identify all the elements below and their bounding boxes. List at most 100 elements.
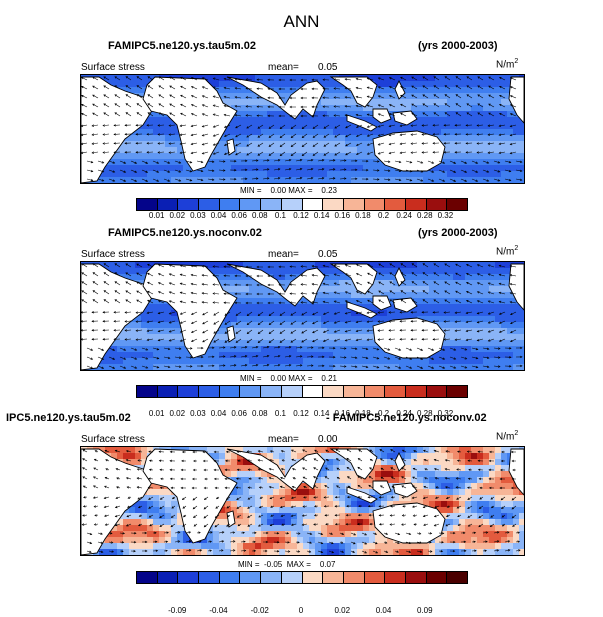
panel3-units: N/m2 [496,430,518,442]
colorbar-swatch [261,572,282,583]
colorbar-tick-label: 0.1 [275,211,286,220]
panel3-colorbar [136,571,468,584]
colorbar-swatch [385,199,406,210]
colorbar-swatch [323,386,344,397]
colorbar-swatch [344,386,365,397]
colorbar-tick-label: 0.24 [396,211,412,220]
colorbar-swatch [282,386,303,397]
colorbar-tick-label: -0.04 [209,606,227,615]
colorbar-tick-label: 0.02 [169,409,185,418]
colorbar-swatch [406,386,427,397]
panel1-map-svg [81,75,524,183]
panel2-case-title: FAMIPC5.ne120.ys.noconv.02 [108,227,262,239]
colorbar-tick-label: -0.09 [168,606,186,615]
panel1-mean-label: mean= [268,62,299,73]
colorbar-swatch [158,199,179,210]
colorbar-swatch [220,386,241,397]
colorbar-tick-label: 0.04 [211,409,227,418]
panel2-years: (yrs 2000-2003) [418,227,498,239]
colorbar-swatch [137,572,158,583]
panel3-map-svg [81,447,524,555]
colorbar-swatch [137,199,158,210]
panel3-case-title-left: IPC5.ne120.ys.tau5m.02 [6,412,131,424]
colorbar-swatch [178,199,199,210]
panel3-minmax: MIN = -0.05 MAX = 0.07 [238,560,335,569]
colorbar-swatch [199,386,220,397]
colorbar-tick-label: 0.2 [378,211,389,220]
colorbar-swatch [385,386,406,397]
colorbar-tick-label: 0.02 [169,211,185,220]
colorbar-swatch [323,572,344,583]
colorbar-swatch [178,386,199,397]
panel3-variable: Surface stress [81,434,145,445]
colorbar-swatch [447,199,467,210]
colorbar-tick-label: 0.14 [314,211,330,220]
colorbar-tick-label: 0.03 [190,211,206,220]
panel2-mean-value: 0.05 [318,249,337,260]
colorbar-tick-label: 0.09 [417,606,433,615]
colorbar-tick-label: 0.06 [231,409,247,418]
colorbar-swatch [199,199,220,210]
colorbar-tick-label: 0.04 [211,211,227,220]
colorbar-tick-label: 0.18 [355,211,371,220]
panel2-units: N/m2 [496,245,518,257]
colorbar-swatch [406,199,427,210]
colorbar-tick-label: 0.28 [417,211,433,220]
colorbar-tick-label: 0.01 [149,409,165,418]
colorbar-tick-label: -0.02 [251,606,269,615]
colorbar-tick-label: 0.08 [252,211,268,220]
colorbar-swatch [365,199,386,210]
colorbar-swatch [344,199,365,210]
colorbar-swatch [261,386,282,397]
panel2-map-svg [81,262,524,370]
colorbar-swatch [158,386,179,397]
panel2-mean-label: mean= [268,249,299,260]
colorbar-swatch [282,199,303,210]
colorbar-swatch [282,572,303,583]
colorbar-tick-label: 0.08 [252,409,268,418]
colorbar-swatch [303,572,324,583]
panel1-years: (yrs 2000-2003) [418,40,498,52]
colorbar-swatch [447,572,467,583]
colorbar-swatch [261,199,282,210]
panel3-map [80,446,525,556]
colorbar-tick-label: 0.01 [149,211,165,220]
colorbar-tick-label: 0.03 [190,409,206,418]
panel1-units: N/m2 [496,58,518,70]
panel3-mean-value: 0.00 [318,434,337,445]
colorbar-swatch [427,386,448,397]
panel1-colorbar [136,198,468,211]
colorbar-tick-label: 0.16 [334,211,350,220]
colorbar-swatch [385,572,406,583]
colorbar-swatch [158,572,179,583]
colorbar-swatch [240,572,261,583]
colorbar-swatch [220,572,241,583]
panel1-minmax: MIN = 0.00 MAX = 0.23 [240,186,337,195]
colorbar-tick-label: 0.12 [293,211,309,220]
colorbar-swatch [240,199,261,210]
figure-title: ANN [0,12,603,32]
panel2-colorbar [136,385,468,398]
colorbar-swatch [303,386,324,397]
colorbar-swatch [240,386,261,397]
panel2-variable: Surface stress [81,249,145,260]
colorbar-swatch [365,386,386,397]
panel3-mean-label: mean= [268,434,299,445]
panel1-map [80,74,525,184]
colorbar-swatch [447,386,467,397]
panel1-case-title: FAMIPC5.ne120.ys.tau5m.02 [108,40,256,52]
panel3-case-title-right: - FAMIPC5.ne120.ys.noconv.02 [326,412,487,424]
colorbar-swatch [344,572,365,583]
colorbar-swatch [427,572,448,583]
panel2-minmax: MIN = 0.00 MAX = 0.21 [240,374,337,383]
colorbar-swatch [406,572,427,583]
colorbar-swatch [178,572,199,583]
colorbar-tick-label: 0.04 [376,606,392,615]
colorbar-swatch [199,572,220,583]
colorbar-swatch [220,199,241,210]
colorbar-tick-label: 0 [299,606,303,615]
panel1-mean-value: 0.05 [318,62,337,73]
colorbar-tick-label: 0.1 [275,409,286,418]
